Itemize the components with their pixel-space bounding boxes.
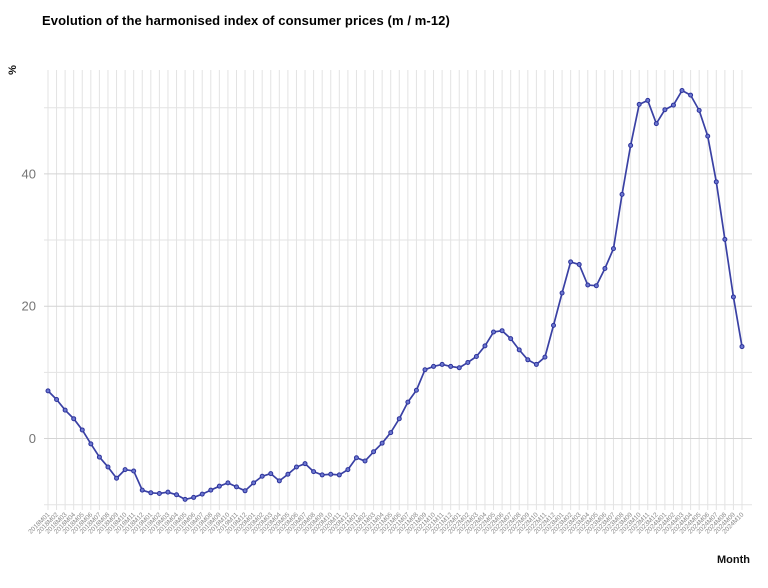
data-point — [696, 107, 702, 113]
data-point — [353, 455, 359, 461]
data-point — [396, 416, 402, 422]
data-point — [199, 491, 205, 497]
data-point — [499, 328, 505, 334]
data-point — [285, 471, 291, 477]
data-point — [148, 490, 154, 496]
data-point — [276, 478, 282, 484]
data-point — [456, 365, 462, 371]
data-point — [473, 353, 479, 359]
data-point — [62, 407, 68, 413]
data-point — [730, 294, 736, 300]
y-tick-label: 0 — [29, 431, 36, 446]
data-point — [713, 179, 719, 185]
data-point — [448, 363, 454, 369]
data-point — [551, 322, 557, 328]
data-point — [439, 361, 445, 367]
data-point — [71, 416, 77, 422]
data-point — [619, 191, 625, 197]
data-point — [96, 454, 102, 460]
data-point — [302, 461, 308, 467]
data-point — [593, 283, 599, 289]
data-point — [645, 97, 651, 103]
data-point — [705, 133, 711, 139]
data-point — [610, 246, 616, 252]
data-point — [679, 88, 685, 94]
data-point — [542, 354, 548, 360]
data-point — [431, 363, 437, 369]
data-point — [208, 487, 214, 493]
data-point — [79, 427, 85, 433]
data-point — [319, 472, 325, 478]
data-point — [508, 336, 514, 342]
data-point — [225, 480, 231, 486]
y-tick-label: 20 — [22, 299, 36, 314]
data-point — [688, 92, 694, 98]
data-point — [371, 449, 377, 455]
data-point — [165, 489, 171, 495]
data-point — [216, 483, 222, 489]
data-point — [628, 142, 634, 148]
data-point — [345, 467, 351, 473]
data-point — [491, 329, 497, 335]
data-point — [233, 484, 239, 490]
data-point — [174, 492, 180, 498]
data-point — [559, 290, 565, 296]
y-axis-unit-label: % — [6, 65, 19, 75]
data-point — [602, 265, 608, 271]
data-point — [156, 490, 162, 496]
data-point — [311, 469, 317, 475]
data-point — [636, 101, 642, 107]
data-point — [739, 344, 745, 350]
data-point — [139, 487, 145, 493]
data-point — [259, 473, 265, 479]
data-point — [568, 259, 574, 265]
data-point — [54, 397, 60, 403]
data-point — [662, 107, 668, 113]
data-point — [328, 471, 334, 477]
data-point — [362, 458, 368, 464]
data-point — [388, 430, 394, 436]
data-point — [88, 441, 94, 447]
x-axis-title: Month — [717, 554, 750, 566]
data-point — [242, 488, 248, 494]
data-point — [379, 440, 385, 446]
data-point — [122, 467, 128, 473]
data-point — [525, 357, 531, 363]
data-point — [45, 388, 51, 394]
y-tick-label: 40 — [22, 166, 36, 181]
data-point — [576, 262, 582, 268]
data-point — [293, 464, 299, 470]
data-point — [516, 347, 522, 353]
data-point — [422, 367, 428, 373]
data-point — [722, 236, 728, 242]
data-line — [47, 89, 743, 501]
data-point — [336, 472, 342, 478]
data-point — [653, 121, 659, 127]
data-point — [268, 471, 274, 477]
data-point — [533, 361, 539, 367]
chart-title: Evolution of the harmonised index of con… — [42, 13, 450, 28]
data-point — [465, 359, 471, 365]
data-point — [182, 496, 188, 502]
data-point — [105, 464, 111, 470]
data-point — [251, 480, 257, 486]
data-point — [191, 494, 197, 500]
data-point — [413, 387, 419, 393]
data-point — [405, 399, 411, 405]
data-point — [585, 282, 591, 288]
data-point — [482, 343, 488, 349]
data-point — [131, 468, 137, 474]
data-point — [670, 102, 676, 108]
data-point — [114, 475, 120, 481]
